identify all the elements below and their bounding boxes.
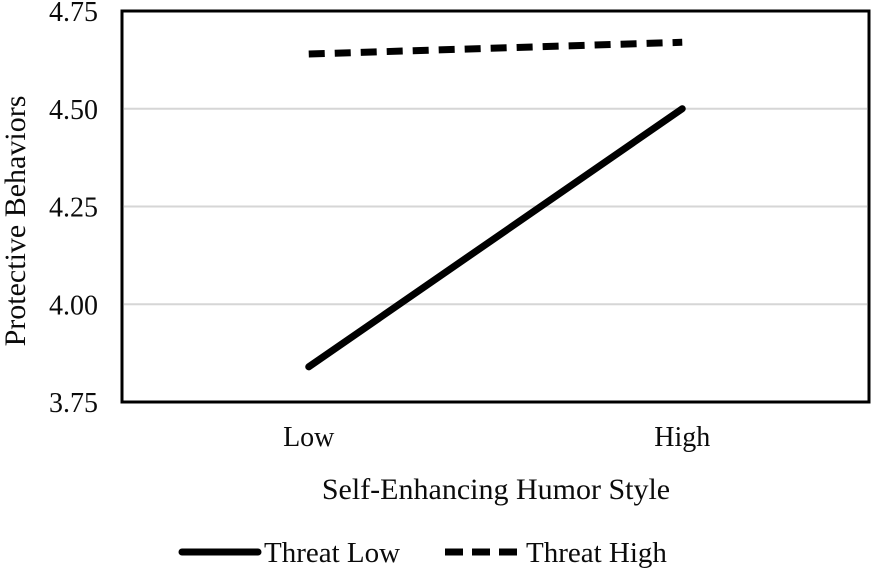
x-tick-label-high: High xyxy=(654,422,710,453)
legend-label-threat-low: Threat Low xyxy=(264,537,400,569)
series-line-threat-high xyxy=(308,38,683,58)
series-lines xyxy=(305,38,686,371)
plot-area-border xyxy=(120,9,871,404)
legend-label-threat-high: Threat High xyxy=(526,537,667,569)
x-tick-label-low: Low xyxy=(283,422,335,453)
legend: Threat Low Threat High xyxy=(178,537,667,569)
y-tick-label-3.75: 3.75 xyxy=(49,388,98,419)
x-axis-tick-labels: Low High xyxy=(283,422,710,453)
y-tick-label-4.50: 4.50 xyxy=(49,95,98,126)
gridlines xyxy=(124,107,867,306)
y-axis-tick-labels: 4.75 4.50 4.25 4.00 3.75 xyxy=(49,0,98,419)
x-axis-title: Self-Enhancing Humor Style xyxy=(322,473,670,506)
y-tick-label-4.75: 4.75 xyxy=(49,0,98,28)
y-axis-title: Protective Behaviors xyxy=(0,96,32,347)
y-tick-label-4.00: 4.00 xyxy=(49,290,98,321)
y-tick-label-4.25: 4.25 xyxy=(49,193,98,224)
series-line-threat-low xyxy=(305,105,686,371)
